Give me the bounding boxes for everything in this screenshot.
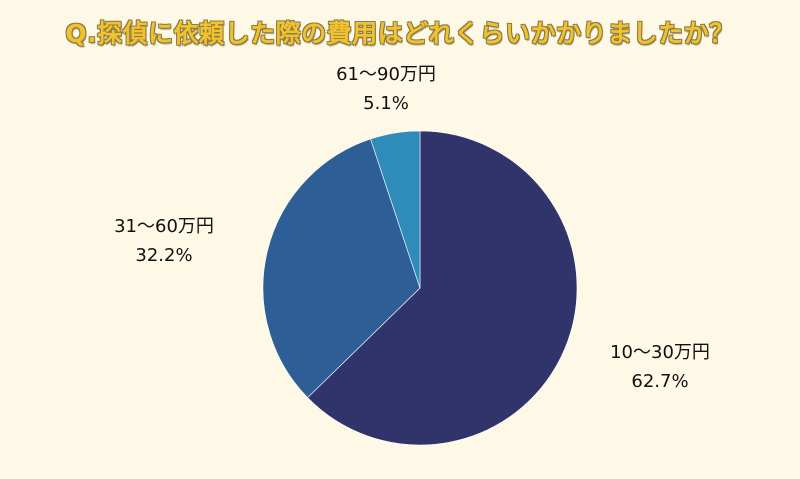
- slice-percent: 5.1%: [363, 93, 409, 114]
- slice-category: 61〜90万円: [336, 64, 436, 85]
- slice-label-10-30: 10〜30万円 62.7%: [600, 338, 720, 396]
- pie-slice: [262, 138, 421, 399]
- chart-title: Q.探偵に依頼した際の費用はどれくらいかかりましたか？: [65, 19, 735, 48]
- slice-category: 31〜60万円: [114, 216, 214, 237]
- pie-slices: [262, 130, 578, 446]
- slice-percent: 32.2%: [135, 245, 193, 266]
- pie-slice: [370, 130, 421, 289]
- slice-percent: 62.7%: [631, 371, 689, 392]
- slice-label-31-60: 31〜60万円 32.2%: [104, 212, 224, 270]
- slice-category: 10〜30万円: [610, 342, 710, 363]
- pie-slice: [307, 130, 578, 446]
- slice-label-61-90: 61〜90万円 5.1%: [321, 60, 451, 118]
